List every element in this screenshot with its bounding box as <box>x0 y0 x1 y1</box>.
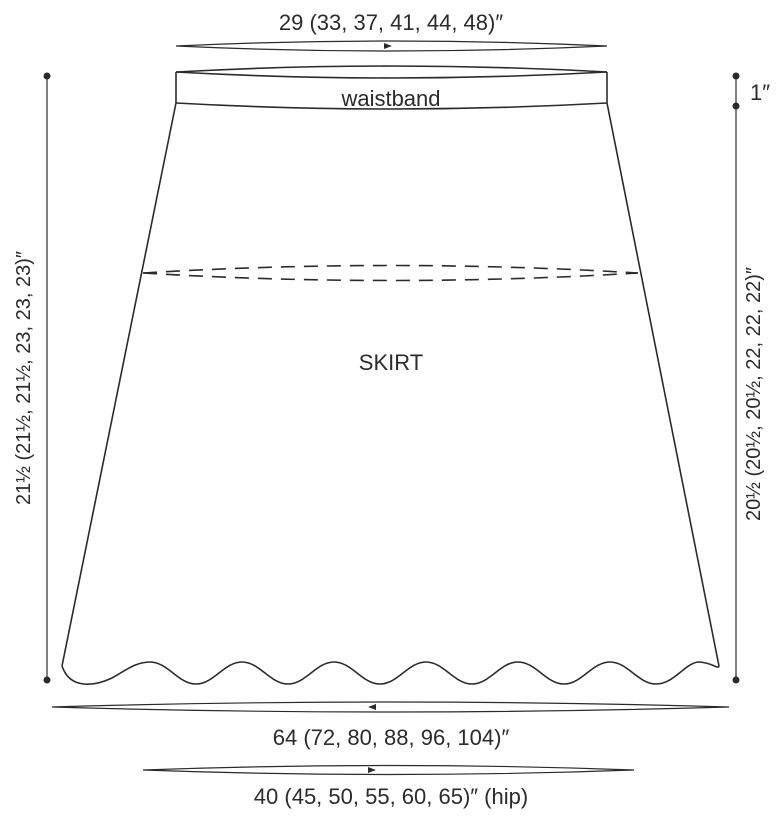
waist-width-label: 29 (33, 37, 41, 44, 48)″ <box>279 10 503 35</box>
skirt-label: SKIRT <box>359 350 423 375</box>
hip-line <box>142 264 639 282</box>
skirt-length-label: 20½ (20½, 20½, 22, 22, 22)″ <box>743 267 765 521</box>
scalloped-hem <box>61 661 720 685</box>
waistband-label: waistband <box>340 86 440 111</box>
waist-width-arrow <box>175 40 608 52</box>
total-length-label: 21½ (21½, 21½, 23, 23, 23)″ <box>13 251 35 505</box>
skirt-length-marker <box>732 106 740 684</box>
waistband-height-label: 1″ <box>750 80 770 105</box>
hip-width-label: 40 (45, 50, 55, 60, 65)″ (hip) <box>254 784 528 809</box>
waistband-height-marker <box>732 72 740 110</box>
hem-width-arrow <box>51 701 730 713</box>
total-length-marker <box>43 72 51 684</box>
hem-width-label: 64 (72, 80, 88, 96, 104)″ <box>273 725 510 750</box>
skirt-body <box>61 102 720 685</box>
hip-width-arrow <box>142 764 635 776</box>
waistband-piece <box>175 65 608 110</box>
